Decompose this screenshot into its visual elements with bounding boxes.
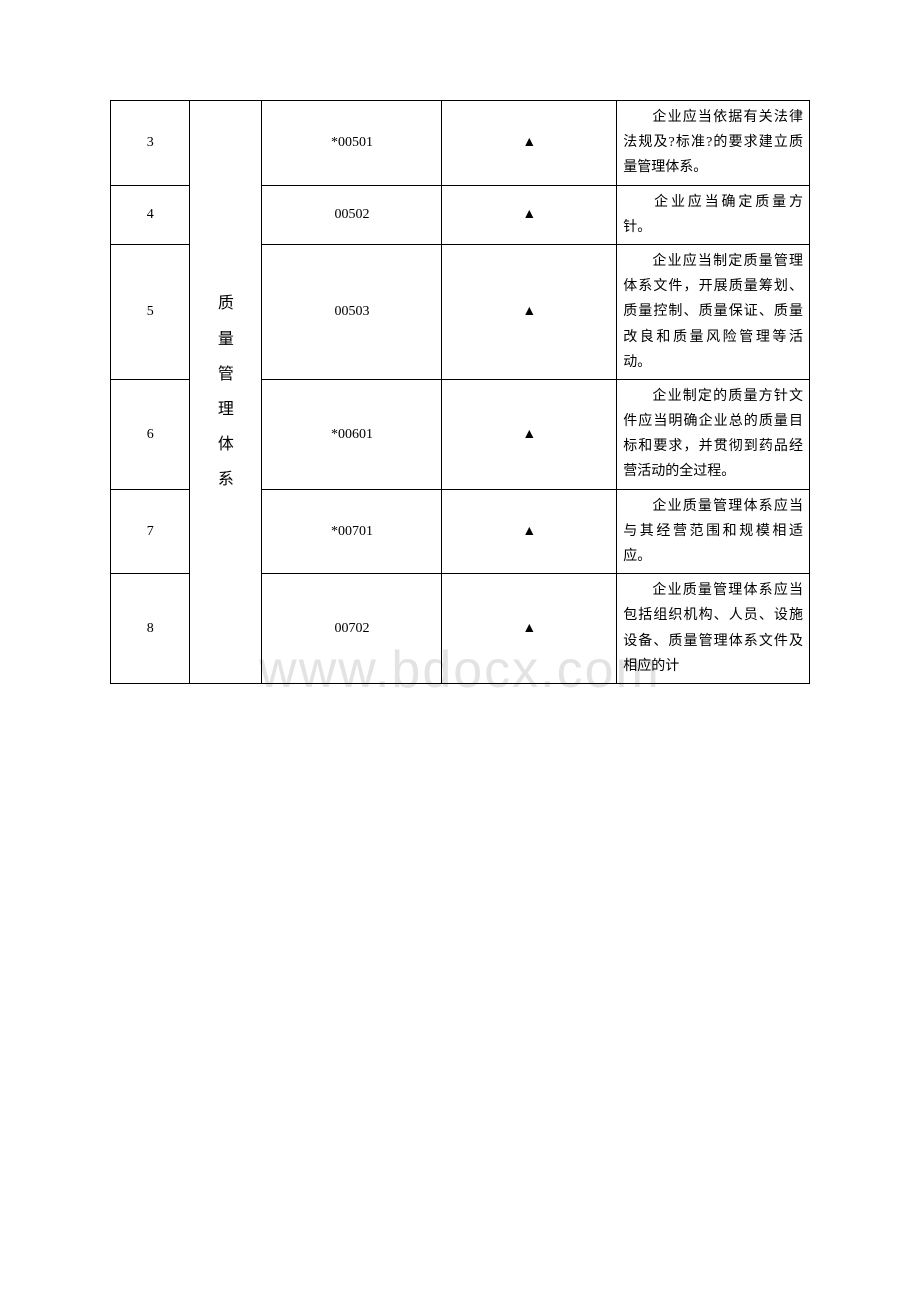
mark-cell: ▲	[442, 574, 617, 684]
code-cell: *00501	[262, 101, 442, 186]
mark-cell: ▲	[442, 489, 617, 574]
description-cell: 企业应当依据有关法律法规及?标准?的要求建立质量管理体系。	[617, 101, 810, 186]
category-label: 质 量 管 理 体 系	[196, 286, 255, 497]
cat-char-1: 质	[218, 286, 234, 321]
code-cell: *00701	[262, 489, 442, 574]
desc-text: 企业制定的质量方针文件应当明确企业总的质量目标和要求，并贯彻到药品经营活动的全过…	[623, 389, 803, 480]
cat-char-6: 系	[218, 462, 234, 497]
desc-text: 企业质量管理体系应当包括组织机构、人员、设施设备、质量管理体系文件及相应的计	[623, 583, 803, 674]
mark-cell: ▲	[442, 185, 617, 244]
desc-text: 企业应当制定质量管理体系文件，开展质量筹划、质量控制、质量保证、质量改良和质量风…	[623, 254, 803, 370]
code-cell: 00503	[262, 244, 442, 379]
description-cell: 企业制定的质量方针文件应当明确企业总的质量目标和要求，并贯彻到药品经营活动的全过…	[617, 379, 810, 489]
cat-char-4: 理	[218, 392, 234, 427]
row-number: 3	[111, 101, 190, 186]
row-number: 4	[111, 185, 190, 244]
code-cell: *00601	[262, 379, 442, 489]
row-number: 5	[111, 244, 190, 379]
mark-cell: ▲	[442, 379, 617, 489]
code-cell: 00502	[262, 185, 442, 244]
row-number: 6	[111, 379, 190, 489]
description-cell: 企业应当确定质量方针。	[617, 185, 810, 244]
row-number: 7	[111, 489, 190, 574]
cat-char-5: 体	[218, 427, 234, 462]
mark-cell: ▲	[442, 244, 617, 379]
desc-text: 企业应当依据有关法律法规及?标准?的要求建立质量管理体系。	[623, 110, 803, 175]
table-row: 3 质 量 管 理 体 系 *00501 ▲ 企业应当依据有关法律法规及?标准?…	[111, 101, 810, 186]
cat-char-3: 管	[218, 357, 234, 392]
desc-text: 企业应当确定质量方针。	[623, 195, 803, 235]
desc-text: 企业质量管理体系应当与其经营范围和规模相适应。	[623, 499, 803, 564]
description-cell: 企业应当制定质量管理体系文件，开展质量筹划、质量控制、质量保证、质量改良和质量风…	[617, 244, 810, 379]
quality-management-table: 3 质 量 管 理 体 系 *00501 ▲ 企业应当依据有关法律法规及?标准?…	[110, 100, 810, 684]
cat-char-2: 量	[218, 322, 234, 357]
table-wrapper: 3 质 量 管 理 体 系 *00501 ▲ 企业应当依据有关法律法规及?标准?…	[110, 100, 810, 684]
description-cell: 企业质量管理体系应当包括组织机构、人员、设施设备、质量管理体系文件及相应的计	[617, 574, 810, 684]
category-cell: 质 量 管 理 体 系	[190, 101, 262, 684]
mark-cell: ▲	[442, 101, 617, 186]
description-cell: 企业质量管理体系应当与其经营范围和规模相适应。	[617, 489, 810, 574]
row-number: 8	[111, 574, 190, 684]
code-cell: 00702	[262, 574, 442, 684]
